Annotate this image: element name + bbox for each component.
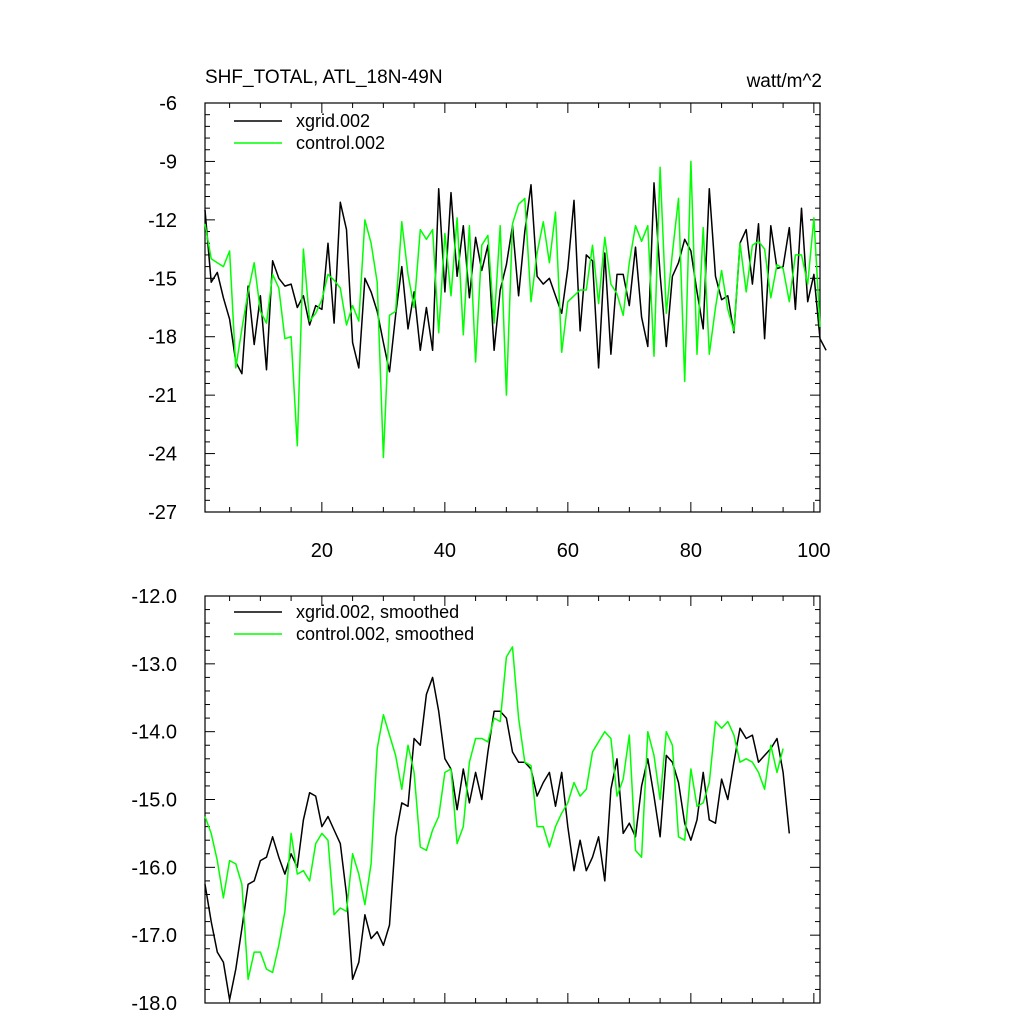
y-tick-label: -15	[148, 268, 177, 290]
legend-label: control.002	[296, 133, 385, 153]
x-tick-label: 60	[557, 540, 579, 562]
x-tick-label: 80	[680, 540, 702, 562]
y-tick-label: -12.0	[131, 586, 177, 608]
y-tick-label: -6	[159, 93, 177, 115]
y-tick-label: -12	[148, 210, 177, 232]
x-tick-label: 40	[434, 540, 456, 562]
series-line-0	[204, 182, 827, 375]
legend-label: control.002, smoothed	[296, 624, 474, 644]
units-label: watt/m^2	[746, 71, 822, 92]
legend-label: xgrid.002	[296, 111, 370, 131]
figure-title: SHF_TOTAL, ATL_18N-49N	[205, 67, 443, 88]
y-tick-label: -15.0	[131, 790, 177, 812]
y-tick-label: -16.0	[131, 857, 177, 879]
y-tick-label: -18	[148, 327, 177, 349]
y-tick-label: -24	[148, 444, 177, 466]
y-tick-label: -21	[148, 385, 177, 407]
plot-frame	[204, 102, 821, 513]
bottom-panel: -18.0 -17.0 -16.0 -15.0 -14.0 -13.0 -12.0 xgrid…	[131, 586, 821, 1015]
x-tick-label: 100	[797, 540, 830, 562]
y-tick-label: -9	[159, 151, 177, 173]
series-line-0	[204, 676, 791, 1001]
y-tick-label: -17.0	[131, 925, 177, 947]
y-tick-label: -13.0	[131, 654, 177, 676]
top-panel: 20 40 60 80 100 -27 -24 -21 -18 -15 -12 -9 -6 xgrid.0…	[148, 93, 830, 562]
legend-label: xgrid.002, smoothed	[296, 602, 459, 622]
y-tick-label: -14.0	[131, 722, 177, 744]
y-tick-label: -27	[148, 502, 177, 524]
x-tick-label: 20	[311, 540, 333, 562]
series-line-1	[204, 160, 821, 459]
y-tick-label: -18.0	[131, 993, 177, 1015]
series-line-1	[204, 646, 784, 981]
